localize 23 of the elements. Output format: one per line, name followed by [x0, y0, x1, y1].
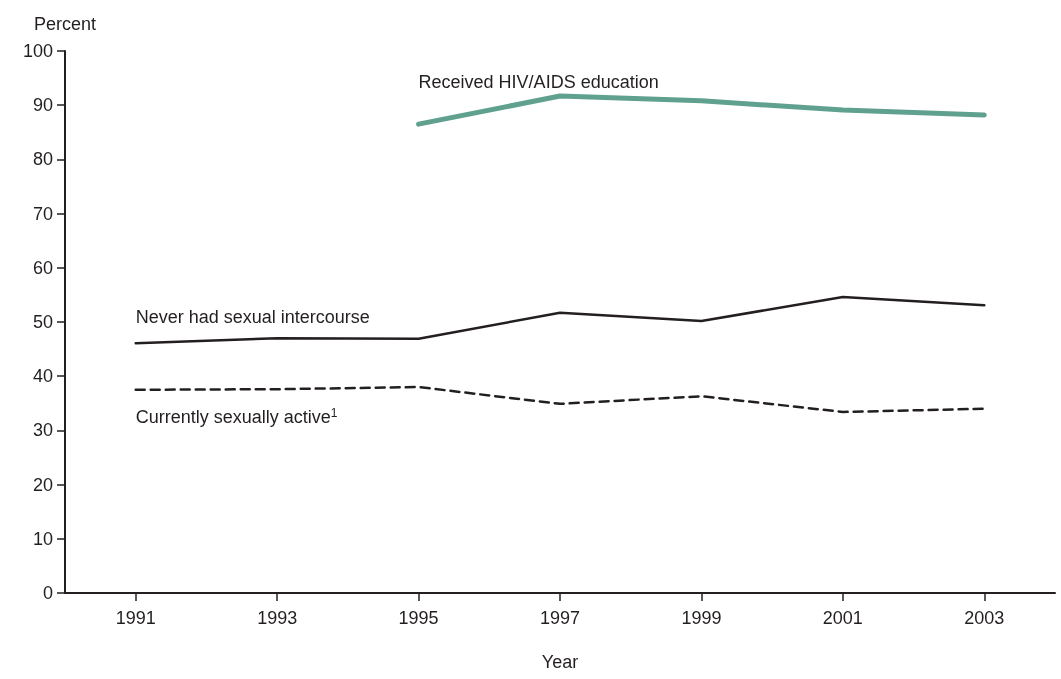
x-tick-label: 1995 — [398, 608, 439, 628]
y-tick-label: 90 — [32, 95, 53, 116]
series-label: Received HIV/AIDS education — [418, 72, 659, 93]
y-tick-label: 100 — [22, 41, 53, 61]
y-tick-label: 70 — [32, 203, 53, 224]
y-tick-label: 30 — [32, 420, 53, 441]
x-axis-title: Year — [541, 652, 579, 672]
y-tick-label: 20 — [32, 474, 53, 495]
line-series — [134, 295, 986, 345]
y-tick-label: 60 — [32, 257, 53, 278]
y-tick-label: 0 — [42, 583, 53, 603]
y-axis-title: Percent — [33, 14, 97, 34]
y-tick-label: 50 — [32, 312, 53, 332]
x-tick-label: 1999 — [681, 608, 722, 628]
x-tick-label: 1991 — [115, 608, 156, 628]
x-tick-label: 1993 — [257, 608, 298, 628]
x-tick-label: 2003 — [964, 608, 1005, 628]
x-tick-label: 2001 — [822, 608, 863, 628]
y-tick-label: 10 — [32, 528, 53, 549]
x-tick-label: 1997 — [539, 608, 581, 628]
y-tick-label: 80 — [32, 149, 53, 170]
series-label: Never had sexual intercourse — [135, 307, 370, 328]
y-tick-label: 40 — [32, 366, 53, 387]
